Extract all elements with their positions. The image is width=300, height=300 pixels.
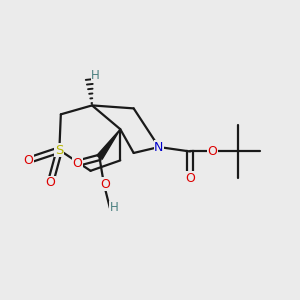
- Text: H: H: [91, 69, 100, 82]
- Text: O: O: [72, 157, 82, 170]
- Text: H: H: [110, 202, 119, 214]
- Text: O: O: [208, 145, 218, 158]
- Text: O: O: [23, 154, 33, 167]
- Text: O: O: [185, 172, 195, 185]
- Text: S: S: [55, 143, 64, 157]
- Text: O: O: [46, 176, 56, 189]
- Text: N: N: [154, 140, 164, 154]
- Polygon shape: [97, 129, 120, 159]
- Text: O: O: [100, 178, 110, 191]
